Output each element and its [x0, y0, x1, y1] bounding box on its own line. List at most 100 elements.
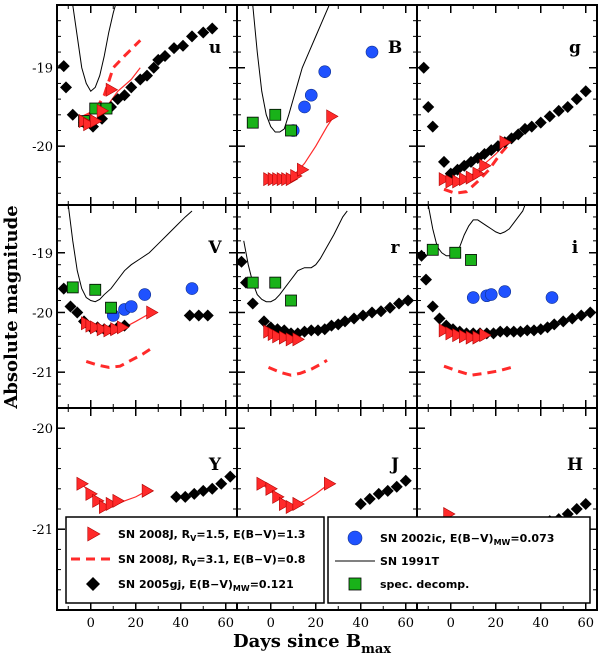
sn2005gj-point [438, 155, 450, 168]
sn2002ic-point [365, 45, 379, 59]
legend-label-sn2002ic: SN 2002ic, E(B−V)MW=0.073 [380, 532, 554, 547]
sn2005gj-point [197, 484, 210, 497]
legend-label-subscript: V [190, 534, 197, 543]
panel-label-i: i [572, 238, 579, 258]
legend-marker-circle [347, 530, 363, 546]
sn2008j-rv15-point [285, 499, 299, 514]
legend-label-main: SN 2005gj, E(B−V) [118, 578, 233, 591]
legend-label-sn2005gj: SN 2005gj, E(B−V)MW=0.121 [118, 578, 294, 593]
sn2005gj-point [507, 325, 520, 338]
panel-label-H: H [567, 455, 583, 475]
spec-decomp-point [246, 116, 259, 129]
sn2008j-rv15-point [292, 496, 305, 511]
sn2005gj-point [246, 297, 259, 310]
sn2008j-rv15-point [105, 496, 119, 511]
sn2005gj-point [552, 104, 565, 117]
panel-u: -19 -20 u [32, 4, 238, 206]
sn2005gj-point [57, 282, 70, 295]
sn2008j-rv15-point [445, 326, 458, 341]
sn2005gj-point [118, 89, 131, 102]
sn2008j-rv15-point [83, 117, 96, 132]
panel-label-g: g [569, 38, 581, 58]
legend-entry-spec_decomp: spec. decomp. [348, 577, 469, 591]
panel-i: i [416, 204, 598, 409]
sn2008j-rv15-point [459, 172, 472, 187]
sn2005gj-point [375, 305, 387, 318]
sn2005gj-point [561, 100, 574, 113]
sn2008j-rv15-point [99, 499, 112, 514]
legend: SN 2008J, RV=1.5, E(B−V)=1.3SN 2008J, RV… [65, 516, 591, 604]
sn2008j-rv15-point [265, 481, 278, 496]
sn2008j-rv31-curve [267, 358, 328, 377]
x-tick-label: 60 [217, 616, 234, 631]
sn2005gj-point [390, 480, 403, 493]
spec-decomp-point [426, 243, 439, 256]
sn2008j-rv15-point [465, 330, 479, 345]
y-axis-title: Absolute magnitude [1, 205, 22, 409]
sn2008j-rv15-point [459, 329, 472, 344]
x-tick-label: 20 [307, 616, 324, 631]
sn2008j-rv15-point [272, 489, 285, 504]
panel-plot-area [237, 210, 414, 377]
spec-decomp-point [246, 276, 259, 289]
sn2008j-rv15-point [76, 476, 89, 491]
y-tick-label: -19 [32, 62, 53, 77]
sn2008j-rv15-point [103, 323, 116, 338]
sn2008j-rv15-point [285, 332, 299, 347]
sn2005gj-point [525, 120, 538, 133]
sn2008j-rv15-point [438, 172, 452, 187]
sn2005gj-point [521, 324, 534, 337]
sn1991t-curve [252, 5, 330, 133]
sn2005gj-point [64, 300, 77, 313]
sn2008j-rv15-point [324, 476, 337, 491]
sn2005gj-point [543, 110, 556, 123]
panel-label-Y: Y [208, 455, 222, 475]
sn2005gj-point [57, 60, 70, 73]
spec-decomp-point [66, 281, 79, 294]
sn2008j-rv15-point [256, 476, 269, 491]
sn2008j-rv15-point [452, 328, 465, 343]
legend-label-main: SN 1991T [380, 555, 440, 568]
sn2008j-rv15-point [96, 103, 110, 118]
sn2005gj-point [188, 487, 201, 500]
sn2005gj-point [548, 318, 561, 331]
sn2008j-rv15-point [117, 320, 130, 335]
sn2005gj-point [206, 482, 219, 495]
legend-marker-triangle [87, 526, 101, 542]
sn2005gj-point [170, 490, 183, 503]
x-tick-label: 0 [447, 616, 455, 631]
legend-label-main: SN 2002ic, E(B−V) [380, 532, 494, 545]
sn2002ic-point [138, 288, 152, 301]
sn2005gj-point [215, 477, 228, 490]
x-axis-title-subscript: max [361, 642, 391, 657]
legend-entry-sn1991t: SN 1991T [335, 555, 440, 568]
sn2008j-rv15-point [479, 158, 492, 173]
sn2008j-rv31-curve [443, 145, 509, 195]
sn2005gj-point [570, 93, 583, 106]
legend-label-main: SN 2008J, R [118, 528, 191, 541]
sn2005gj-point [393, 297, 405, 310]
sn2005gj-point [60, 81, 72, 94]
sn2008j-rv15-point [279, 330, 292, 345]
sn2005gj-point [372, 487, 385, 500]
x-tick-label: 40 [172, 616, 189, 631]
legend-label-tail: =0.073 [510, 532, 554, 545]
sn2005gj-point [206, 22, 219, 35]
legend-marker-diamond [86, 577, 100, 591]
sn2005gj-point [179, 490, 192, 503]
sn1991t-curve [427, 205, 526, 257]
panel-plot-area [417, 61, 592, 195]
sn2005gj-point [534, 116, 547, 129]
sn2008j-rv15-point [279, 496, 292, 511]
sn2005gj-point [366, 306, 378, 319]
sn2008j-rv15-point [110, 322, 123, 337]
sn2008j-rv15-point [92, 493, 105, 508]
sn2005gj-point [363, 492, 376, 505]
sn2005gj-point [381, 484, 394, 497]
legend-label-tail: =1.5, E(B−V)=1.3 [196, 528, 305, 541]
sn2005gj-point [201, 309, 214, 322]
panel-plot-area [57, 5, 219, 133]
sn2008j-rv31-curve [443, 364, 512, 377]
sn2005gj-point [66, 108, 79, 121]
sn2005gj-point [575, 309, 588, 322]
